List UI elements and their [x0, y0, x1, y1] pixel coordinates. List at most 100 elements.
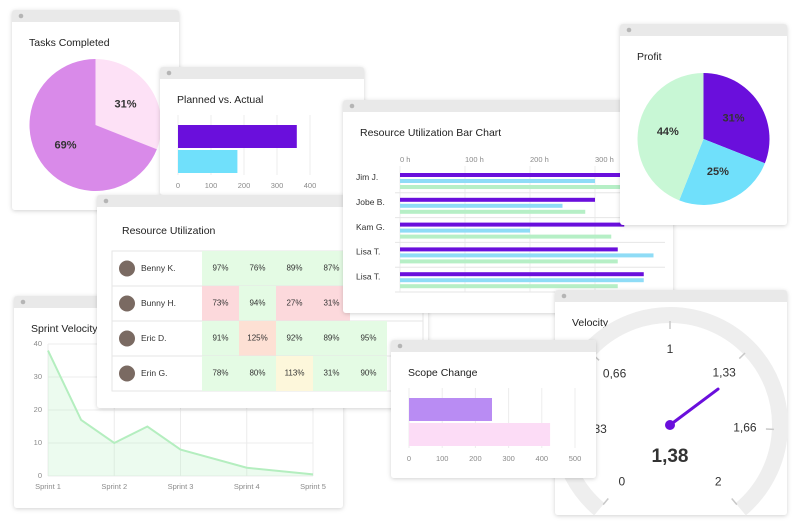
cell — [276, 286, 313, 321]
category-label: Lisa T. — [356, 247, 380, 257]
pie-slice — [637, 73, 704, 201]
bar — [400, 203, 563, 208]
gauge-value: 1,38 — [652, 446, 689, 467]
cell — [276, 321, 313, 356]
card: Tasks Completed 31% 69% — [12, 10, 179, 210]
cell-text: 80% — [249, 369, 265, 378]
gauge-tick — [602, 498, 609, 506]
x-tick-label: 500 — [569, 454, 582, 463]
x-tick-label: 400 — [536, 454, 549, 463]
gauge-tick-label: 2 — [715, 475, 722, 489]
gauge-needle — [668, 387, 720, 427]
cell — [276, 356, 313, 391]
card-header — [160, 67, 364, 79]
card: Scope Change 0 100 200 300 400 500 — [391, 340, 596, 478]
card-body — [555, 290, 787, 515]
category-label: Lisa T. — [356, 271, 380, 281]
pie-label: 25% — [707, 166, 729, 178]
row-name: Eric D. — [141, 333, 167, 343]
card-dot — [103, 198, 109, 204]
cell-text: 31% — [323, 299, 339, 308]
category-label: Kam G. — [356, 222, 385, 232]
cell-text: 125% — [247, 334, 267, 343]
pie-slice — [95, 59, 162, 150]
bar — [400, 185, 621, 189]
card-header — [391, 340, 596, 352]
cell — [276, 251, 313, 286]
bar — [400, 272, 644, 277]
y-tick-label: 20 — [34, 405, 42, 414]
cell — [202, 286, 239, 321]
avatar — [119, 365, 135, 382]
cell — [202, 251, 239, 286]
avatar — [119, 295, 135, 312]
y-tick-label: 0 — [38, 471, 42, 480]
row-name: Bunny H. — [141, 298, 176, 308]
pie-label: 44% — [657, 126, 679, 138]
cell-text: 76% — [249, 264, 265, 273]
bar — [409, 398, 492, 421]
card-header — [343, 100, 673, 112]
bar — [400, 197, 595, 202]
chart-title: Tasks Completed — [29, 37, 110, 49]
pie-label: 31% — [723, 113, 745, 125]
chart-title: Profit — [637, 51, 662, 63]
card: Planned vs. Actual 0 100 200 300 400 — [160, 67, 364, 195]
cell — [313, 356, 350, 391]
x-tick-label: Sprint 3 — [168, 482, 194, 491]
x-tick-label: 400 — [304, 181, 317, 190]
card-dot — [349, 103, 355, 109]
card-dot — [20, 299, 26, 305]
bar — [400, 222, 625, 227]
row-name: Benny K. — [141, 263, 176, 273]
card-dot — [18, 13, 24, 19]
cell-text: 87% — [323, 264, 339, 273]
bar — [400, 209, 586, 214]
cell — [239, 251, 276, 286]
bar — [400, 173, 647, 177]
x-tick-label: 0 — [176, 181, 180, 190]
gauge-tick-label: 1,66 — [733, 420, 757, 434]
pie-slice — [29, 59, 157, 192]
cell-text: 89% — [286, 264, 302, 273]
cell — [239, 321, 276, 356]
x-tick-label: 300 — [502, 454, 515, 463]
chart-title: Resource Utilization Bar Chart — [360, 127, 501, 139]
cell-text: 91% — [212, 334, 228, 343]
cell-text: 113% — [285, 369, 305, 378]
bar — [178, 150, 238, 173]
x-tick-label: 200 — [238, 181, 251, 190]
chart-title: Planned vs. Actual — [177, 94, 263, 106]
bar — [400, 228, 530, 233]
bar — [409, 423, 551, 446]
cell — [202, 321, 239, 356]
cell-text: 97% — [212, 264, 228, 273]
x-tick-label: 200 — [469, 454, 482, 463]
cell-text: 95% — [360, 334, 376, 343]
x-tick-label: Sprint 2 — [101, 482, 127, 491]
cell — [239, 286, 276, 321]
x-tick-label: 200 h — [530, 155, 549, 164]
category-label: Jim J. — [356, 172, 378, 182]
gauge-tick-label: 0 — [618, 475, 625, 489]
avatar — [119, 330, 135, 347]
gauge-tick-label: 1,33 — [712, 365, 736, 379]
bar — [400, 278, 644, 283]
chart-title: Sprint Velocity — [31, 323, 98, 335]
card-dot — [166, 70, 172, 76]
bar — [400, 284, 618, 289]
cell-text: 92% — [286, 334, 302, 343]
gauge-tick — [738, 352, 746, 360]
x-tick-label: 100 h — [465, 155, 484, 164]
pie-slice — [703, 73, 770, 164]
y-tick-label: 10 — [34, 438, 42, 447]
card-dot — [626, 27, 632, 33]
y-tick-label: 40 — [34, 339, 42, 348]
cell-text: 94% — [249, 299, 265, 308]
pie-label: 69% — [54, 139, 76, 151]
bar — [400, 234, 612, 239]
category-label: Jobe B. — [356, 197, 385, 207]
y-tick-label: 30 — [34, 372, 42, 381]
gauge-hub — [665, 420, 675, 430]
